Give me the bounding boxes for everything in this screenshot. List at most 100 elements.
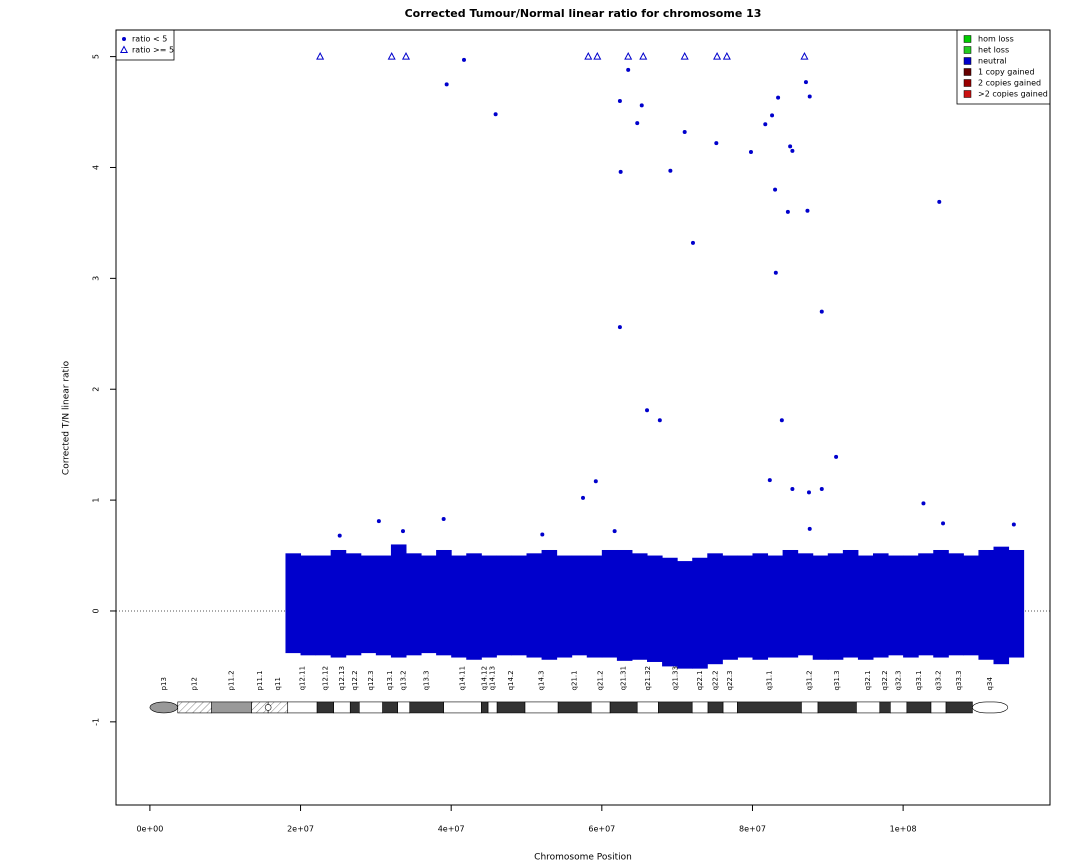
legend-label: neutral	[978, 57, 1007, 66]
y-tick-label: 4	[92, 165, 101, 170]
ratio-band	[707, 553, 723, 665]
point	[819, 309, 824, 314]
ideogram-band	[972, 701, 1009, 714]
legend-label: ratio < 5	[132, 35, 167, 44]
point	[581, 495, 585, 500]
point	[776, 95, 781, 100]
ideogram-band	[333, 701, 351, 714]
legend-swatch	[963, 79, 972, 87]
ratio-band	[330, 549, 347, 658]
ideogram-band	[524, 701, 559, 714]
legend-swatch	[963, 35, 972, 43]
point	[657, 418, 662, 423]
point	[834, 454, 839, 459]
ideogram-band	[409, 701, 444, 714]
ratio-band	[451, 555, 467, 658]
point	[682, 130, 687, 135]
ratio-band	[571, 555, 588, 656]
ideogram-band	[397, 701, 411, 714]
ratio-band	[345, 553, 362, 656]
x-axis-title: Chromosome Position	[534, 853, 632, 863]
ratio-band	[360, 555, 377, 654]
ideogram-band	[149, 701, 179, 714]
band-label: q33.3	[955, 670, 963, 690]
ratio-band	[300, 555, 317, 656]
ratio-band	[390, 544, 407, 658]
band-label: q21.32	[644, 666, 652, 690]
ideogram-band	[481, 701, 489, 714]
band-label: q14.3	[538, 670, 546, 690]
legend-label: 2 copies gained	[978, 79, 1041, 88]
band-label: p13	[160, 677, 168, 690]
legend-swatch	[963, 46, 972, 54]
band-label: q32.1	[864, 670, 872, 690]
ideogram-band	[890, 701, 908, 714]
ideogram-band	[177, 701, 212, 714]
legend-box	[956, 29, 1051, 105]
triangle-point	[584, 52, 593, 60]
point	[540, 532, 545, 537]
ratio-band	[586, 555, 603, 658]
ratio-band	[541, 549, 558, 660]
band-label: q12.11	[298, 666, 306, 690]
copy-legend: hom loss het loss neutral 1 copy gained 2 co…	[956, 29, 1051, 105]
ratio-band	[812, 555, 829, 660]
point	[803, 80, 808, 85]
triangle-point	[387, 52, 396, 60]
plot-area: 0e+00 2e+07 4e+07 6e+07 8e+07 1e+08 -1 0 1 2 3 4 5 p1…	[92, 29, 1051, 834]
ratio-band	[285, 553, 302, 654]
ideogram-band	[856, 701, 881, 714]
ratio-band	[601, 549, 618, 658]
ratio-band	[857, 555, 874, 660]
x-tick-label: 8e+07	[739, 825, 766, 834]
ratio-band	[526, 553, 543, 658]
ideogram-band	[382, 701, 399, 714]
band-label: q12.13	[338, 666, 346, 690]
ratio-band	[466, 553, 482, 660]
band-label: p11.2	[228, 670, 236, 690]
band-label: q13.1	[386, 670, 394, 690]
point	[937, 199, 942, 204]
point	[337, 533, 342, 538]
plot-frame	[115, 29, 1051, 806]
x-tick-label: 1e+08	[890, 825, 917, 834]
y-tick-label: -1	[92, 718, 101, 726]
ideogram-band	[817, 701, 857, 714]
point	[807, 94, 812, 99]
ratio-band	[767, 555, 784, 658]
triangle-point	[624, 52, 633, 60]
ideogram-band	[691, 701, 709, 714]
legend-box	[115, 29, 175, 61]
band-label: p12	[191, 677, 199, 690]
point	[790, 487, 795, 492]
band-label: q13.2	[400, 670, 408, 690]
x-tick-label: 6e+07	[588, 825, 615, 834]
legend-label: het loss	[978, 46, 1009, 55]
ideogram-band	[636, 701, 659, 714]
triangle-point	[722, 52, 731, 60]
ratio-band	[797, 553, 814, 656]
ideogram-band	[287, 701, 318, 714]
ratio-band	[1008, 549, 1025, 658]
point	[593, 479, 598, 484]
triangle-point	[800, 52, 809, 60]
point	[767, 478, 772, 483]
point	[770, 113, 775, 118]
legend-marker	[119, 45, 129, 53]
triangle-point	[401, 52, 411, 60]
ratio-band	[647, 555, 663, 662]
band-label: q31.3	[833, 670, 841, 690]
ideogram-band	[211, 701, 252, 714]
point	[748, 149, 753, 154]
y-tick-label: 3	[92, 276, 101, 281]
triangle-point	[316, 52, 325, 60]
ideogram-band	[707, 701, 724, 714]
ratio-band	[631, 553, 648, 660]
ratio-band	[375, 555, 392, 656]
point	[714, 141, 719, 146]
point	[618, 169, 623, 174]
ideogram-band	[496, 701, 526, 714]
point	[635, 121, 640, 126]
